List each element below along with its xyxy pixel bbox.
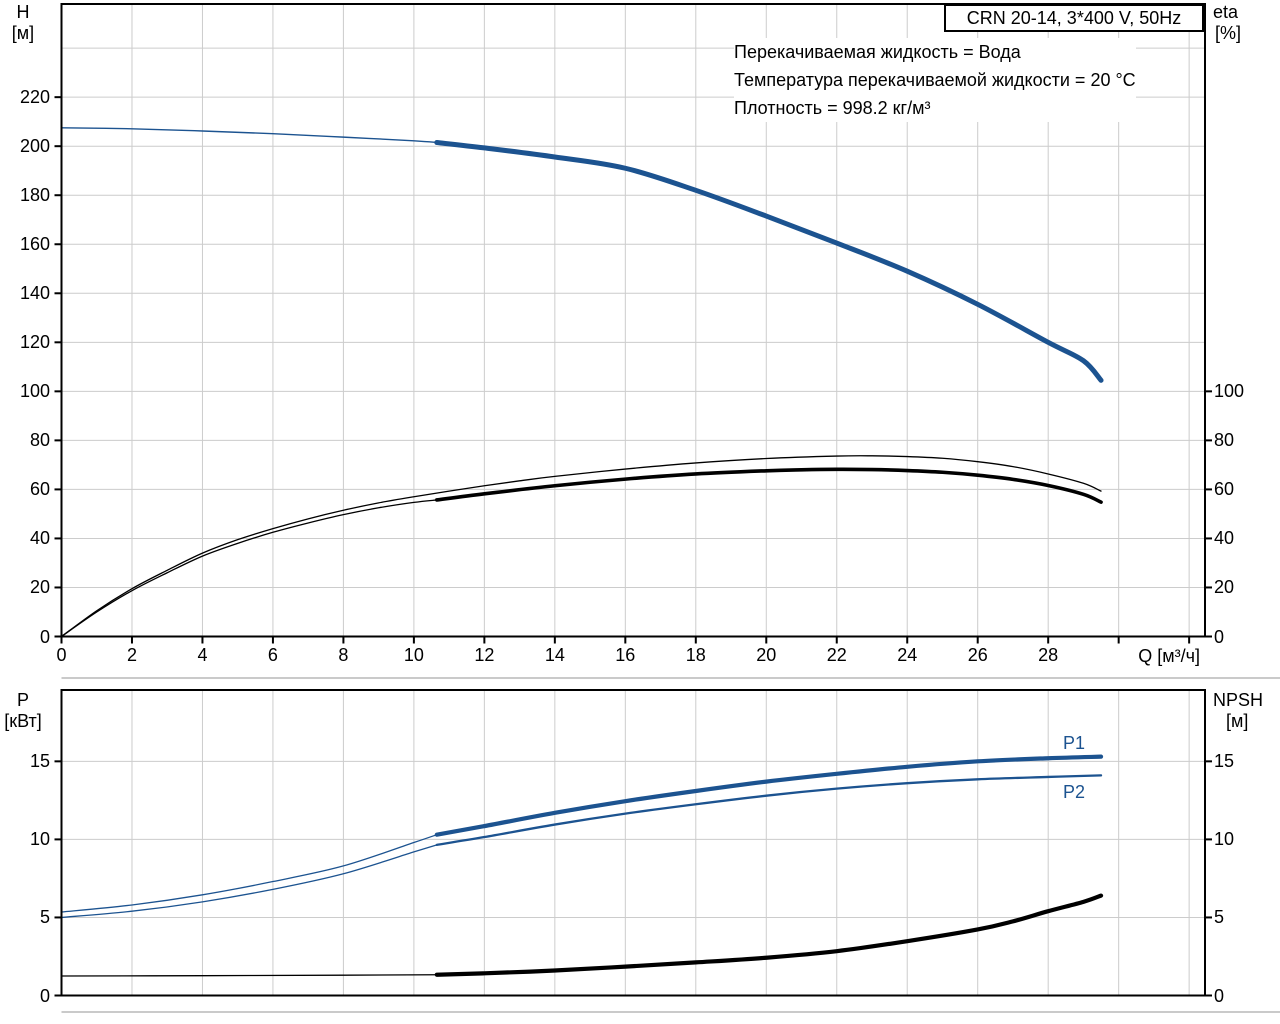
p_npsh_chart-left-tick-label: 10 [29, 829, 50, 850]
curve-npsh-thin [60, 974, 438, 977]
hq_eta_chart-x-tick-label: 26 [967, 645, 988, 665]
q-axis-label: Q [м³/ч] [1138, 646, 1200, 666]
hq_eta_chart-left-tick-label: 160 [19, 234, 50, 255]
hq_eta_chart-x-tick-label: 0 [56, 645, 67, 665]
curve-h_curve-thin [60, 127, 438, 144]
hq_eta_chart-right-tick-label: 80 [1214, 430, 1235, 451]
hq_eta_chart-left-tick-label: 180 [19, 185, 50, 206]
hq_eta_chart-x-tick-label: 20 [756, 645, 777, 665]
npsh-axis-unit: [м] [1226, 711, 1249, 731]
hq_eta_chart-left-tick-label: 120 [19, 332, 50, 353]
hq_eta_chart-series [60, 127, 1104, 638]
hq_eta_chart-x-tick-label: 12 [474, 645, 495, 665]
hq_eta_chart-left-tick-label: 0 [39, 626, 50, 647]
p_npsh_chart-left-tick-label: 0 [39, 985, 50, 1006]
p_npsh_chart-series [60, 754, 1104, 977]
hq_eta_chart-left-tick-label: 80 [29, 430, 50, 451]
curve-p2-thin [60, 844, 438, 919]
hq_eta_chart-left-tick-label: 140 [19, 283, 50, 304]
p_npsh_chart-right-tick-label: 15 [1214, 751, 1235, 772]
p_npsh_chart-frame [60, 689, 1206, 997]
info-line-liquid: Перекачиваемая жидкость = Вода [734, 38, 1136, 66]
hq_eta_chart-right-tick-label: 40 [1214, 528, 1235, 549]
curve-p2-thick [435, 774, 1103, 847]
pump-title-box: CRN 20-14, 3*400 V, 50Hz [944, 4, 1204, 32]
eta-axis-unit: [%] [1215, 23, 1242, 43]
hq_eta_chart-x-tick-label: 10 [403, 645, 424, 665]
hq_eta_chart-right-tick-label: 0 [1214, 626, 1225, 647]
hq_eta_chart-ticks [54, 96, 1212, 644]
h-axis-unit: [м] [11, 23, 35, 43]
p_npsh_chart-left-tick-label: 15 [29, 751, 50, 772]
info-line-density: Плотность = 998.2 кг/м³ [734, 94, 1136, 122]
h-axis-label: H [16, 2, 30, 22]
hq_eta_chart-left-tick-label: 60 [29, 479, 50, 500]
curve-eta_duty-thin [60, 499, 438, 638]
hq_eta_chart-x-tick-label: 28 [1038, 645, 1059, 665]
npsh-axis-label: NPSH [1213, 690, 1264, 710]
eta-axis-label: eta [1213, 2, 1239, 22]
hq_eta_chart-frame [60, 3, 1206, 638]
hq_eta_chart-x-tick-label: 18 [685, 645, 706, 665]
curve-p1-thick [434, 754, 1104, 837]
hq_eta_chart-x-tick-label: 24 [897, 645, 918, 665]
hq_eta_chart-x-tick-label: 4 [197, 645, 208, 665]
info-line-temperature: Температура перекачиваемой жидкости = 20… [734, 66, 1136, 94]
hq_eta_chart-right-tick-label: 20 [1214, 577, 1235, 598]
curve-npsh-thick [434, 893, 1104, 977]
curve-p1-thin [60, 834, 438, 913]
hq_eta_chart-left-tick-label: 40 [29, 528, 50, 549]
p_npsh_chart-ticks [54, 760, 1212, 997]
hq_eta_chart-left-tick-label: 200 [19, 136, 50, 157]
p_npsh_chart-right-tick-label: 0 [1214, 985, 1225, 1006]
hq_eta_chart-left-tick-label: 220 [19, 87, 50, 108]
p_npsh_chart-grid [61, 690, 1205, 996]
hq_eta_chart-left-tick-label: 100 [19, 381, 50, 402]
p-axis-unit: [кВт] [4, 711, 42, 731]
curve-eta_upper-thin [60, 455, 1102, 638]
p_npsh_chart-left-tick-label: 5 [39, 907, 50, 928]
liquid-info-block: Перекачиваемая жидкость = Вода Температу… [734, 38, 1136, 122]
hq_eta_chart-x-tick-label: 6 [267, 645, 278, 665]
hq_eta_chart-x-tick-label: 2 [126, 645, 137, 665]
p-axis-label: P [16, 690, 29, 710]
curve-h_curve-thick [434, 140, 1104, 383]
hq_eta_chart-right-tick-label: 100 [1214, 381, 1245, 402]
p_npsh_chart-right-tick-label: 10 [1214, 829, 1235, 850]
p1-curve-label: P1 [1063, 733, 1086, 753]
hq_eta_chart-x-tick-label: 14 [544, 645, 565, 665]
p_npsh_chart-right-tick-label: 5 [1214, 907, 1225, 928]
curve-eta_duty-thick [434, 467, 1103, 504]
hq_eta_chart-right-tick-label: 60 [1214, 479, 1235, 500]
hq_eta_chart-x-tick-label: 8 [338, 645, 349, 665]
hq_eta_chart-left-tick-label: 20 [29, 577, 50, 598]
hq_eta_chart-x-tick-label: 22 [826, 645, 847, 665]
hq_eta_chart-x-tick-label: 16 [615, 645, 636, 665]
p2-curve-label: P2 [1063, 782, 1086, 802]
